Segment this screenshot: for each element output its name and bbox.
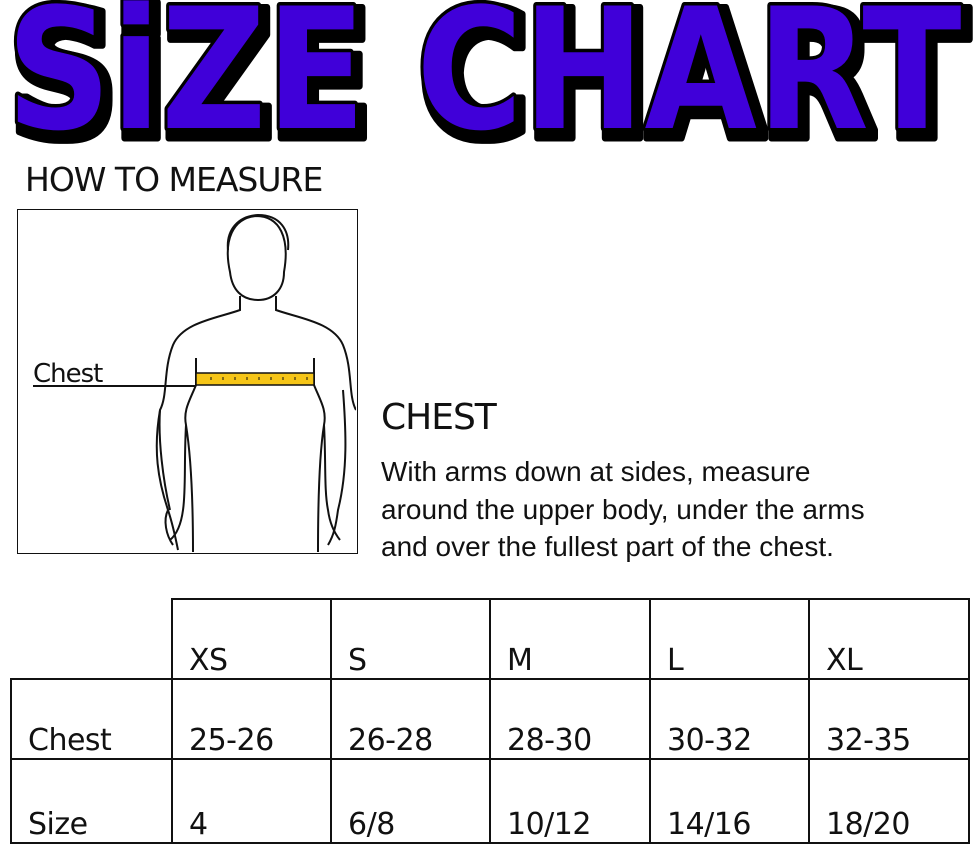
chest-description-line: around the upper body, under the arms [381, 493, 865, 525]
row-label-cell: Chest [10, 678, 173, 760]
cell-text: XL [826, 643, 863, 678]
header-cell: L [649, 598, 810, 680]
cell-text: 32-35 [826, 723, 911, 758]
cell-text: XS [189, 643, 228, 678]
cell-text: 14/16 [667, 807, 751, 842]
cell-text: 30-32 [667, 723, 752, 758]
cell-text: L [667, 643, 684, 678]
table-cell: 32-35 [808, 678, 970, 760]
table-cell: 18/20 [808, 758, 970, 844]
table-cell: 4 [171, 758, 332, 844]
chest-description-line: and over the fullest part of the chest. [381, 531, 834, 562]
cell-text: Size [28, 807, 88, 842]
table-cell: 14/16 [649, 758, 810, 844]
table-cell: 10/12 [489, 758, 651, 844]
cell-text: 18/20 [826, 807, 910, 842]
table-cell: 25-26 [171, 678, 332, 760]
body-outline-illustration: Chest [33, 213, 357, 553]
cell-text: 4 [189, 807, 208, 842]
chest-heading: CHEST [381, 397, 497, 438]
chest-description-line: With arms down at sides, measure [381, 456, 811, 487]
measuring-tape [195, 372, 315, 386]
cell-text: 10/12 [507, 807, 591, 842]
cell-text: 28-30 [507, 723, 592, 758]
row-label-cell: Size [10, 758, 173, 844]
table-cell: 6/8 [330, 758, 491, 844]
cell-text: 25-26 [189, 723, 274, 758]
header-cell: S [330, 598, 491, 680]
table-cell: 26-28 [330, 678, 491, 760]
title-text: SiZE CHART [7, 0, 962, 150]
cell-text: 26-28 [348, 723, 433, 758]
chest-description: With arms down at sides, measure around … [381, 453, 978, 566]
chest-figure-label: Chest [33, 359, 103, 389]
header-cell: M [489, 598, 651, 680]
cell-text: M [507, 643, 533, 678]
cell-text: S [348, 643, 367, 678]
measure-figure: Chest [17, 209, 358, 554]
cell-text: Chest [28, 723, 112, 758]
cell-text: 6/8 [348, 807, 395, 842]
header-cell: XL [808, 598, 970, 680]
size-chart-title: SiZE CHART [3, 0, 965, 150]
table-cell: 30-32 [649, 678, 810, 760]
header-cell: XS [171, 598, 332, 680]
table-cell: 28-30 [489, 678, 651, 760]
how-to-measure-heading: HOW TO MEASURE [25, 160, 323, 199]
